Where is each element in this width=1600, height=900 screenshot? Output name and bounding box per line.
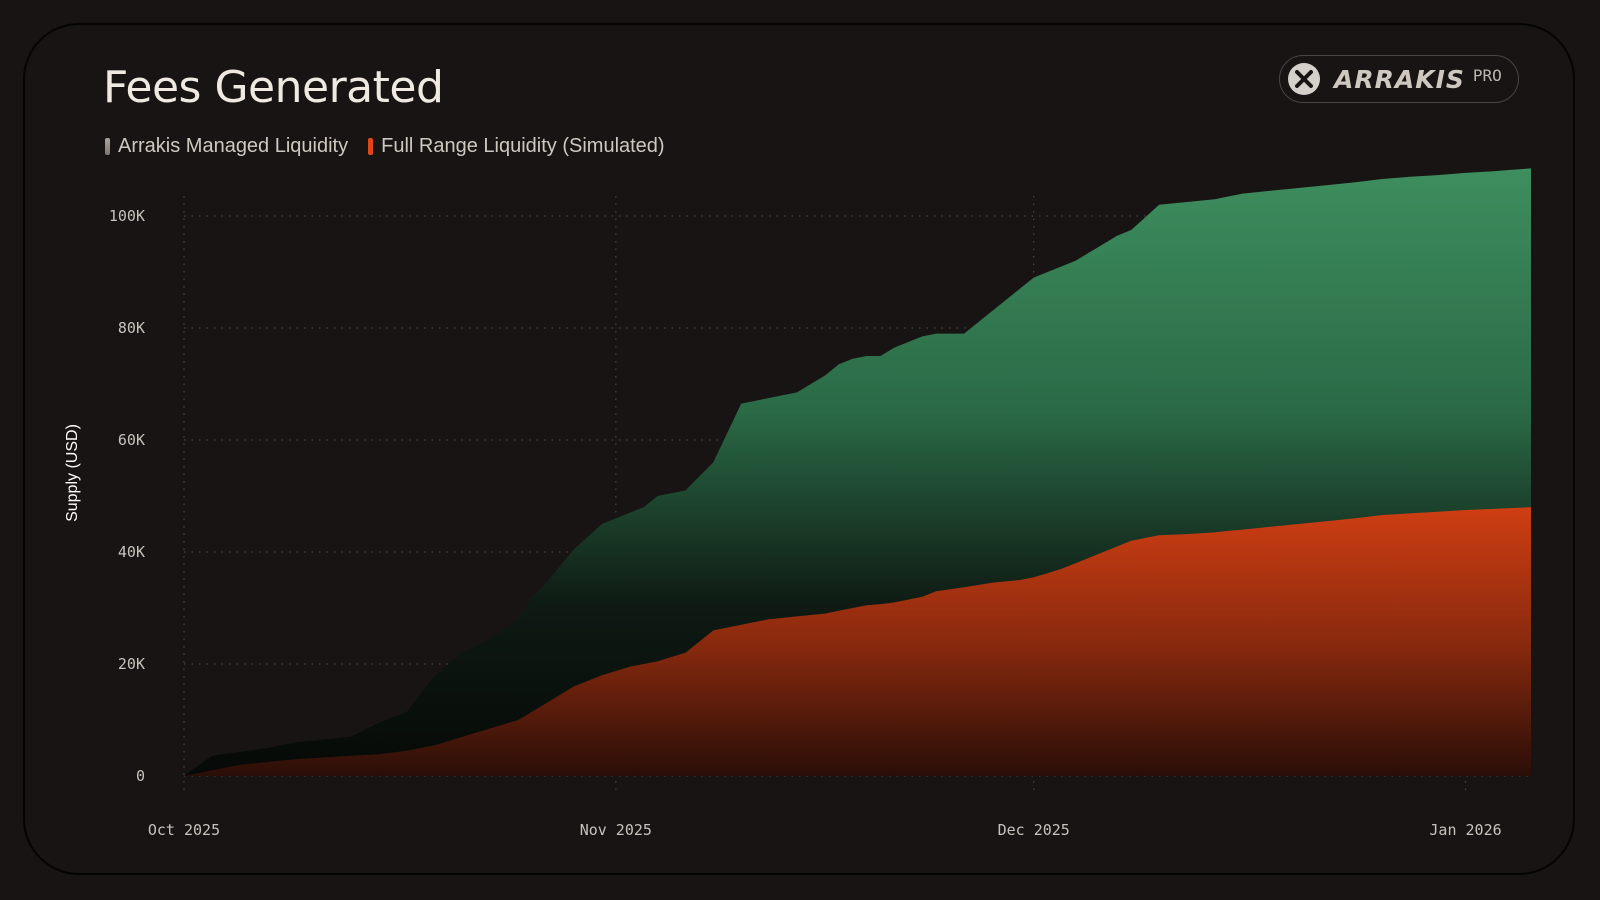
y-tick-label: 100K bbox=[109, 207, 145, 225]
legend-item-fullrange[interactable]: Full Range Liquidity (Simulated) bbox=[368, 135, 665, 158]
y-tick-label: 40K bbox=[118, 543, 145, 561]
x-tick-label: Jan 2026 bbox=[1429, 821, 1501, 839]
y-tick-label: 20K bbox=[118, 655, 145, 673]
logo-pro-tag: PRO bbox=[1472, 65, 1502, 85]
legend-swatch-managed bbox=[105, 138, 110, 155]
arrakis-pro-logo: ARRAKIS PRO bbox=[1279, 55, 1519, 103]
x-axis-ticks: Oct 2025 Nov 2025 Dec 2025 Jan 2026 bbox=[148, 821, 1502, 839]
y-axis-ticks: 0 20K 40K 60K 80K 100K bbox=[109, 207, 145, 785]
y-axis-label: Supply (USD) bbox=[64, 424, 81, 522]
chart-title: Fees Generated bbox=[103, 62, 444, 113]
legend-swatch-fullrange bbox=[368, 138, 374, 155]
legend-item-managed[interactable]: Arrakis Managed Liquidity bbox=[105, 135, 348, 158]
y-tick-label: 0 bbox=[136, 767, 145, 785]
x-tick-label: Oct 2025 bbox=[148, 821, 220, 839]
series-areas bbox=[184, 168, 1531, 776]
legend-label-managed: Arrakis Managed Liquidity bbox=[118, 135, 349, 157]
y-tick-label: 80K bbox=[118, 319, 145, 337]
logo-wordmark: ARRAKIS bbox=[1334, 64, 1465, 94]
arrakis-x-logo-icon bbox=[1288, 63, 1320, 95]
legend-label-fullrange: Full Range Liquidity (Simulated) bbox=[381, 135, 665, 157]
x-tick-label: Nov 2025 bbox=[580, 821, 652, 839]
chart-legend: Arrakis Managed Liquidity Full Range Liq… bbox=[105, 135, 685, 158]
x-tick-label: Dec 2025 bbox=[998, 821, 1070, 839]
area-full-range-liquidity[interactable] bbox=[184, 507, 1531, 776]
y-tick-label: 60K bbox=[118, 431, 145, 449]
